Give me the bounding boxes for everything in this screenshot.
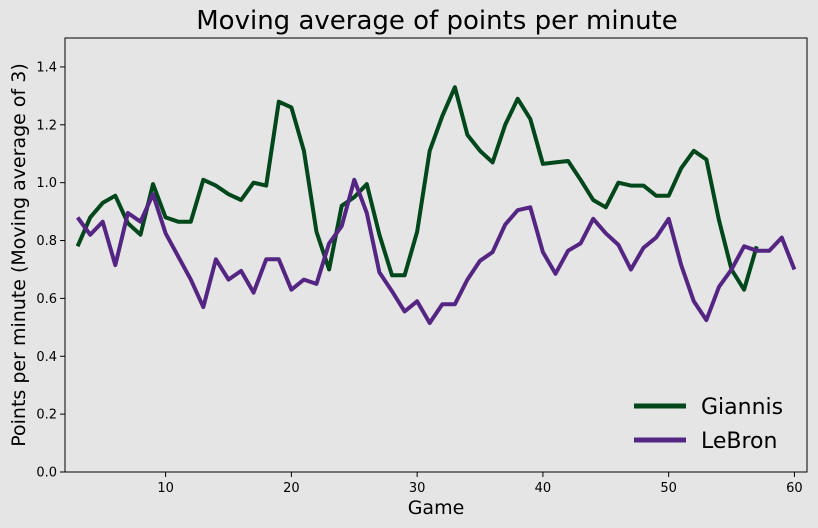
y-tick-label: 0.4 xyxy=(36,350,57,365)
x-tick-label: 60 xyxy=(786,481,803,496)
y-axis-label: Points per minute (Moving average of 3) xyxy=(8,63,30,447)
y-tick-label: 0.6 xyxy=(36,292,57,307)
y-tick-label: 0.0 xyxy=(36,466,57,481)
y-tick-label: 0.8 xyxy=(36,234,57,249)
x-tick-label: 10 xyxy=(157,481,174,496)
y-tick-label: 1.2 xyxy=(36,118,57,133)
series-lines xyxy=(75,85,797,325)
y-tick-label: 1.0 xyxy=(36,176,57,191)
x-tick-label: 20 xyxy=(283,481,300,496)
y-axis: 0.0 0.2 0.4 0.6 0.8 1.0 1.2 1.4 xyxy=(36,60,65,481)
legend-label-lebron: LeBron xyxy=(701,429,777,454)
series-line-giannis xyxy=(75,85,759,292)
x-axis: 10 20 30 40 50 60 xyxy=(157,472,803,496)
chart-title: Moving average of points per minute xyxy=(196,6,678,36)
y-tick-label: 1.4 xyxy=(36,60,57,75)
legend: Giannis LeBron xyxy=(634,395,783,454)
plot-area xyxy=(64,37,808,473)
y-tick-label: 0.2 xyxy=(36,408,57,423)
x-tick-label: 50 xyxy=(660,481,677,496)
series-line-lebron xyxy=(75,177,797,325)
x-tick-label: 30 xyxy=(409,481,426,496)
legend-label-giannis: Giannis xyxy=(701,395,783,420)
x-tick-label: 40 xyxy=(535,481,552,496)
x-axis-label: Game xyxy=(408,497,465,519)
